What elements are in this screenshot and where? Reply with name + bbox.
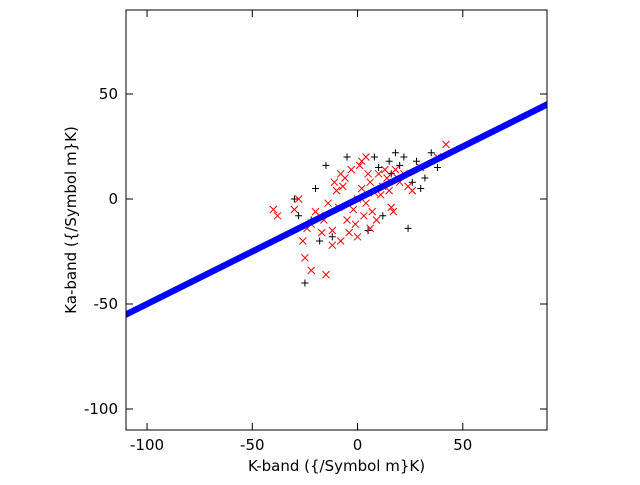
data-point-cross <box>387 203 396 212</box>
data-point-plus <box>379 212 387 220</box>
data-point-cross <box>364 169 372 178</box>
x-tick-label: -100 <box>130 436 164 454</box>
data-point-cross <box>391 165 400 174</box>
data-point-dot <box>543 101 547 108</box>
data-point-cross <box>269 205 278 214</box>
data-point-cross <box>349 205 358 214</box>
data-point-cross <box>389 207 398 216</box>
data-point-cross <box>324 199 332 208</box>
data-point-plus <box>322 161 330 169</box>
data-point-plus <box>408 178 416 186</box>
data-point-cross <box>362 153 370 161</box>
data-point-cross <box>311 207 320 216</box>
data-point-cross <box>360 211 368 220</box>
data-point-cross <box>328 241 337 250</box>
x-tick-label: 50 <box>453 436 472 454</box>
data-point-cross <box>376 190 385 199</box>
y-tick-label: 50 <box>99 85 118 103</box>
data-point-plus <box>316 237 324 245</box>
data-point-cross <box>351 220 360 229</box>
data-point-plus <box>417 185 425 192</box>
data-point-cross <box>336 169 345 178</box>
data-point-cross <box>322 270 330 279</box>
data-point-cross <box>273 211 282 220</box>
plot-area <box>126 101 547 318</box>
data-point-plus <box>375 164 383 171</box>
data-point-plus <box>412 157 420 165</box>
y-tick-label: 0 <box>108 190 118 208</box>
data-point-cross <box>355 161 364 170</box>
data-point-cross <box>294 195 303 203</box>
data-point-cross <box>343 216 351 224</box>
y-tick-label: -50 <box>94 295 119 313</box>
plot-frame <box>125 9 548 431</box>
x-tick-label: -50 <box>240 436 265 454</box>
data-point-plus <box>343 153 351 161</box>
data-point-cross <box>368 207 377 216</box>
data-point-plus <box>301 279 309 287</box>
data-point-plus <box>400 153 408 161</box>
data-point-plus <box>396 161 404 169</box>
data-point-cross <box>338 182 347 191</box>
data-point-cross <box>301 253 309 262</box>
data-point-plus <box>434 164 442 171</box>
data-point-plus <box>290 195 298 203</box>
y-tick-label: -100 <box>84 400 118 418</box>
data-point-plus <box>311 185 319 192</box>
data-point-cross <box>362 199 370 208</box>
data-point-cross <box>366 178 375 187</box>
data-point-cross <box>353 232 362 241</box>
data-point-plus <box>328 233 336 241</box>
data-point-cross <box>385 186 393 195</box>
data-point-cross <box>332 186 341 195</box>
data-point-cross <box>328 226 337 235</box>
data-point-plus <box>370 153 378 161</box>
axes: -100 -50 0 50 -100 -50 0 50 <box>84 10 547 454</box>
data-point-plus <box>391 149 399 157</box>
data-point-cross <box>374 169 383 178</box>
data-point-cross <box>330 178 339 187</box>
data-point-plus <box>295 212 303 220</box>
data-point-cross <box>317 228 326 237</box>
data-point-cross <box>442 140 450 149</box>
plot-marks <box>126 101 547 318</box>
data-point-cross <box>345 228 353 237</box>
data-point-plus <box>387 170 395 178</box>
data-point-cross <box>347 165 356 174</box>
data-point-plus <box>427 149 435 157</box>
data-point-cross <box>408 186 417 195</box>
data-point-plus <box>385 157 393 165</box>
x-axis-label: K-band ({/Symbol m}K) <box>248 457 425 475</box>
x-tick-label: 0 <box>353 436 363 454</box>
data-point-cross <box>372 216 381 224</box>
data-point-cross <box>366 224 375 233</box>
data-point-cross <box>307 266 316 275</box>
data-point-cross <box>357 184 366 193</box>
data-point-plus <box>421 174 429 182</box>
data-point-cross <box>298 237 307 245</box>
data-point-cross <box>381 165 389 174</box>
data-point-cross <box>290 205 299 214</box>
y-axis-label: Ka-band ({/Symbol m}K) <box>62 126 80 314</box>
data-point-plus <box>404 224 412 232</box>
data-point-cross <box>336 237 345 245</box>
